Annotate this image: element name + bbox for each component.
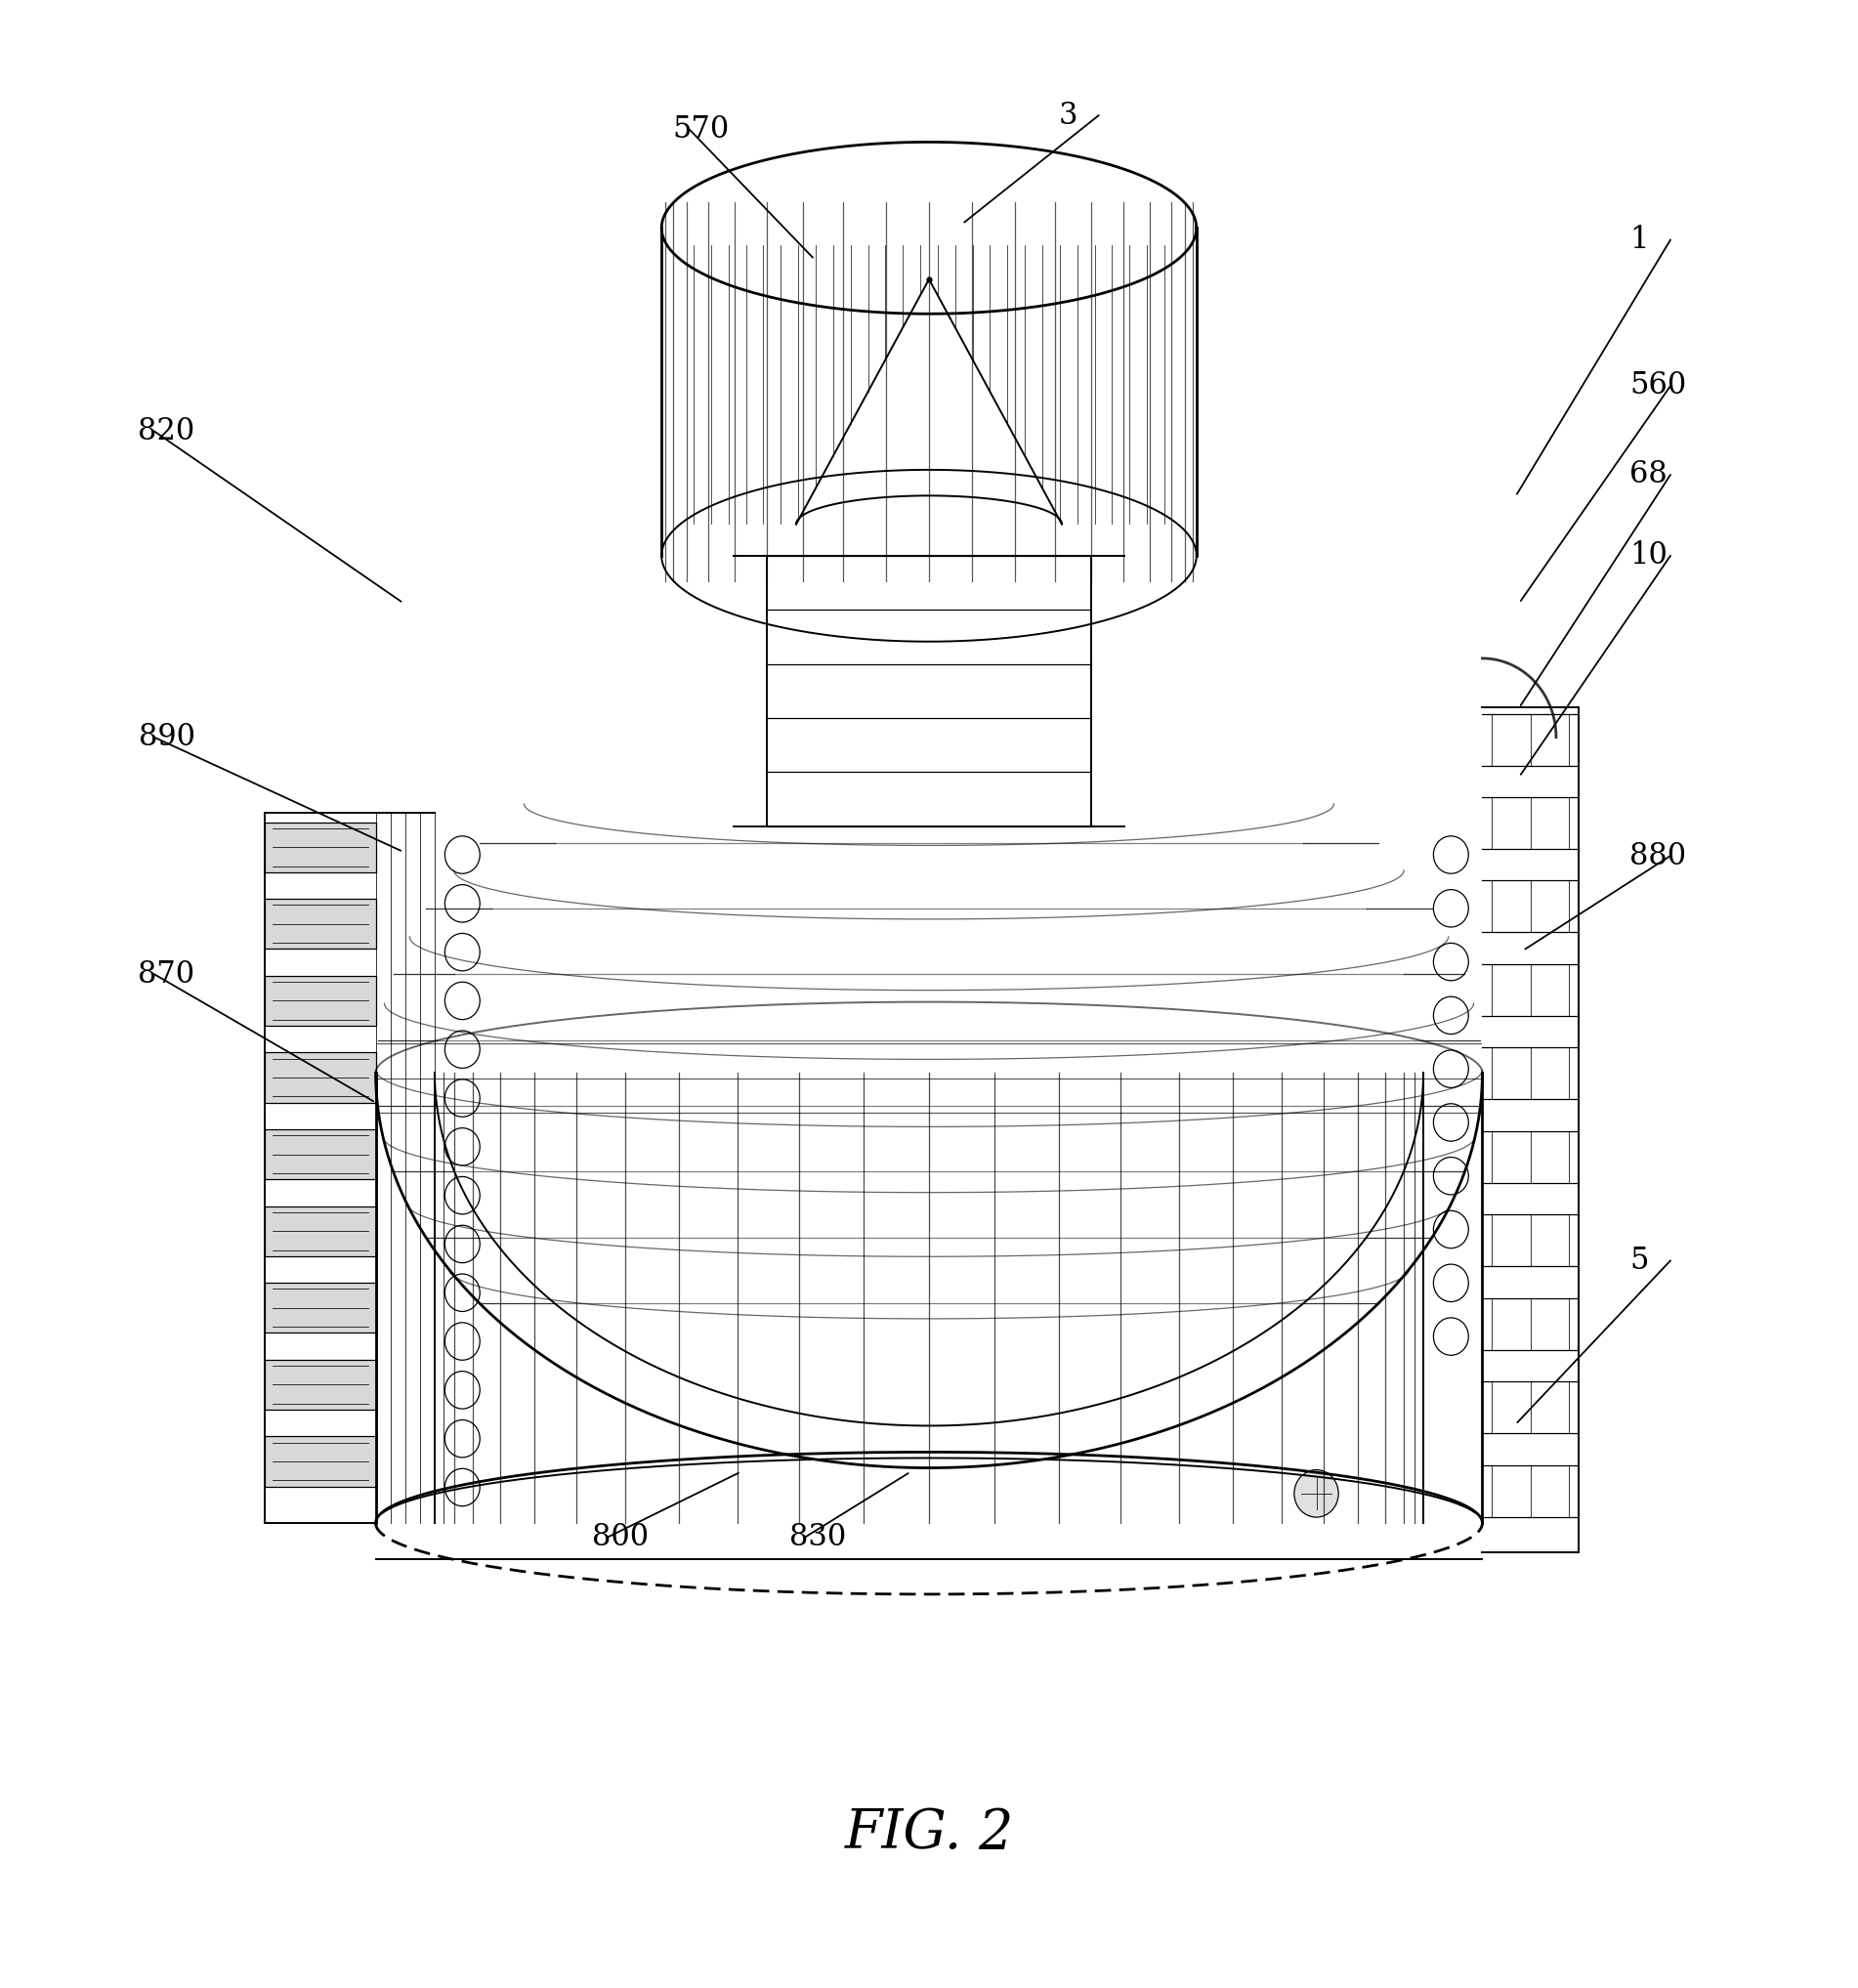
Text: 800: 800 (593, 1523, 648, 1553)
Circle shape (1434, 1318, 1468, 1356)
Circle shape (444, 1177, 479, 1215)
Circle shape (444, 1225, 479, 1262)
Circle shape (444, 837, 479, 873)
Bar (266, 1129, 375, 1179)
Circle shape (444, 932, 479, 970)
Bar (266, 1437, 375, 1487)
Circle shape (444, 1419, 479, 1457)
Text: 3: 3 (1057, 99, 1078, 131)
Circle shape (1434, 942, 1468, 980)
Circle shape (1434, 837, 1468, 873)
Circle shape (444, 1322, 479, 1360)
Circle shape (444, 1127, 479, 1165)
Circle shape (1295, 1469, 1338, 1517)
Circle shape (1434, 889, 1468, 926)
Bar (266, 823, 375, 873)
Text: 570: 570 (673, 113, 730, 145)
Circle shape (1434, 996, 1468, 1034)
Circle shape (444, 885, 479, 922)
Circle shape (444, 1469, 479, 1507)
Text: 870: 870 (137, 958, 195, 990)
Text: 68: 68 (1629, 459, 1668, 489)
Text: 820: 820 (137, 415, 195, 447)
Text: FIG. 2: FIG. 2 (844, 1807, 1014, 1861)
Text: 880: 880 (1629, 841, 1687, 871)
Circle shape (1434, 1050, 1468, 1087)
Text: 10: 10 (1629, 541, 1668, 571)
Circle shape (444, 1274, 479, 1312)
Text: 5: 5 (1629, 1244, 1648, 1276)
Text: 560: 560 (1629, 370, 1687, 402)
Circle shape (444, 1030, 479, 1068)
Circle shape (444, 982, 479, 1020)
Bar (266, 1282, 375, 1332)
Bar (266, 899, 375, 948)
Text: 1: 1 (1629, 225, 1648, 254)
Text: 830: 830 (790, 1523, 845, 1553)
Circle shape (1434, 1211, 1468, 1248)
Bar (266, 976, 375, 1026)
Bar (266, 1207, 375, 1256)
Circle shape (444, 1372, 479, 1409)
Circle shape (1434, 1103, 1468, 1141)
Circle shape (444, 1079, 479, 1117)
Circle shape (1434, 1264, 1468, 1302)
Bar (266, 1360, 375, 1409)
Circle shape (1434, 1157, 1468, 1195)
Bar (266, 1052, 375, 1103)
Text: 890: 890 (137, 722, 195, 753)
